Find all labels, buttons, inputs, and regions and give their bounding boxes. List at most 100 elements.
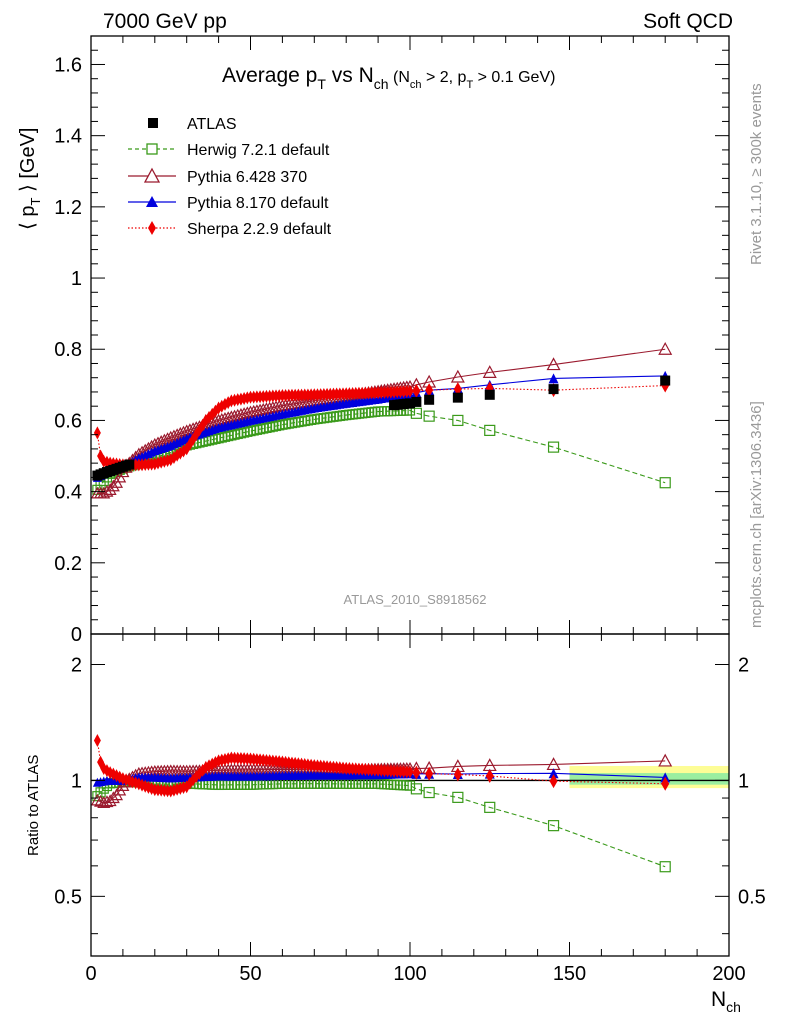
legend-label-pythia6: Pythia 6.428 370 [187, 169, 307, 186]
pythia6-ratio-point [103, 794, 117, 807]
sherpa-ratio-point [425, 766, 434, 781]
herwig-point [423, 410, 435, 422]
sherpa-ratio-point [93, 733, 101, 747]
atlas-point [548, 384, 559, 395]
legend-label-pythia8: Pythia 8.170 default [187, 195, 329, 212]
main-y-tick-label: 1.6 [54, 54, 82, 76]
pythia6-point [97, 486, 111, 499]
atlas-data-series [92, 375, 671, 481]
sherpa-point [412, 383, 421, 398]
sherpa-ratio-point [485, 768, 494, 783]
pythia6-ratio-point [90, 793, 104, 806]
x-axis-label: Nch [711, 988, 741, 1015]
legend-label-sherpa: Sherpa 2.2.9 default [187, 221, 332, 238]
herwig-ratio-line [96, 781, 666, 868]
herwig-point [410, 407, 422, 419]
pythia8-point [548, 373, 559, 384]
legend-entry-pythia6: Pythia 6.428 370 [128, 167, 307, 186]
sherpa-ratio-point [406, 765, 414, 779]
ratio-plot-frame [90, 633, 730, 957]
x-tick-label: 200 [712, 963, 745, 985]
atlas-point [424, 394, 435, 405]
legend-marker-pythia6 [143, 167, 161, 183]
pythia6-ratio-point [658, 753, 673, 767]
pythia6-main-series [90, 341, 673, 499]
header-left: 7000 GeV pp [103, 10, 227, 33]
sherpa-point [453, 382, 462, 397]
x-tick-label: 50 [239, 963, 261, 985]
atlas-point [124, 459, 135, 470]
legend-label-atlas: ATLAS [187, 116, 237, 133]
axes-layer: 0 50 100 150 200 0 0.2 0.4 0.6 0.8 1 1.2 1.4 1.6 0.5 0.… [54, 35, 766, 985]
herwig-point [484, 424, 496, 436]
x-tick-label: 0 [85, 963, 96, 985]
ratio-y-tick-label-left: 1 [71, 770, 82, 792]
analysis-id: ATLAS_2010_S8918562 [344, 592, 487, 607]
sherpa-ratio-point [661, 776, 670, 791]
sherpa-point [406, 384, 414, 398]
ratio-y-tick-label-right: 1 [738, 770, 749, 792]
pythia6-ratio-point [94, 794, 108, 807]
herwig-ratio-point [410, 783, 422, 795]
series-layer [90, 341, 673, 873]
pythia6-point [658, 341, 673, 355]
sherpa-ratio-series [93, 733, 670, 798]
herwig-ratio-point [404, 780, 416, 791]
pythia6-point [450, 369, 465, 383]
pythia6-point [482, 365, 497, 378]
pythia6-main-line [97, 348, 666, 494]
pythia6-ratio-point [106, 791, 120, 804]
pythia6-point [546, 357, 561, 371]
sherpa-ratio-point [549, 774, 558, 789]
pythia6-point [103, 483, 117, 495]
pythia6-ratio-point [100, 795, 114, 808]
legend-label-herwig: Herwig 7.2.1 default [187, 142, 330, 159]
sherpa-ratio-point [453, 767, 462, 782]
sherpa-ratio-point [412, 765, 421, 780]
ratio-y-tick-label-left: 0.5 [54, 886, 82, 908]
ratio-y-tick-label-left: 2 [71, 654, 82, 676]
herwig-ratio-point [452, 791, 464, 803]
main-y-tick-label: 1 [71, 268, 82, 290]
legend-entry-pythia8: Pythia 8.170 default [128, 195, 329, 212]
herwig-point [547, 441, 560, 453]
legend-marker-pythia8 [146, 196, 158, 207]
herwig-ratio-point [423, 786, 435, 799]
main-y-tick-label: 0.8 [54, 339, 82, 361]
legend-entry-sherpa: Sherpa 2.2.9 default [128, 221, 332, 238]
main-y-tick-label: 0 [71, 624, 82, 646]
herwig-ratio-point [659, 861, 671, 873]
sherpa-point [93, 426, 101, 440]
main-y-axis-label: ⟨ pT ⟩ [GeV] [17, 128, 43, 231]
main-y-tick-label: 0.6 [54, 410, 82, 432]
main-y-tick-label: 0.4 [54, 482, 82, 504]
legend-entry-herwig: Herwig 7.2.1 default [128, 142, 330, 159]
herwig-point [659, 477, 671, 489]
atlas-point [660, 375, 671, 386]
legend-marker-atlas [148, 118, 158, 128]
herwig-ratio-point [484, 801, 496, 813]
ratio-y-axis-label: Ratio to ATLAS [25, 755, 42, 856]
rivet-label: Rivet 3.1.10, ≥ 300k events [748, 83, 765, 265]
atlas-point [484, 389, 495, 400]
legend-marker-herwig [146, 143, 158, 155]
main-y-tick-label: 0.2 [54, 553, 82, 575]
atlas-point [405, 398, 415, 409]
mcplots-label: mcplots.cern.ch [arXiv:1306.3436] [748, 401, 765, 628]
main-y-tick-label: 1.2 [54, 197, 82, 219]
legend-entry-atlas: ATLAS [148, 116, 237, 133]
legend-marker-sherpa [148, 221, 156, 235]
legend: ATLAS Herwig 7.2.1 default Pythia 6.428 … [128, 116, 332, 238]
atlas-point [452, 392, 463, 403]
ratio-band-inner [569, 773, 729, 785]
x-tick-label: 150 [553, 963, 586, 985]
sherpa-point [425, 383, 434, 398]
plot-title: Average pT vs Nch (Nch > 2, pT > 0.1 GeV… [222, 64, 555, 92]
herwig-point [452, 414, 464, 427]
atlas-point [411, 396, 422, 407]
header-right: Soft QCD [643, 10, 733, 33]
ratio-y-tick-label-right: 2 [738, 654, 749, 676]
x-tick-label: 100 [393, 963, 426, 985]
pythia8-ratio-point [548, 768, 559, 779]
